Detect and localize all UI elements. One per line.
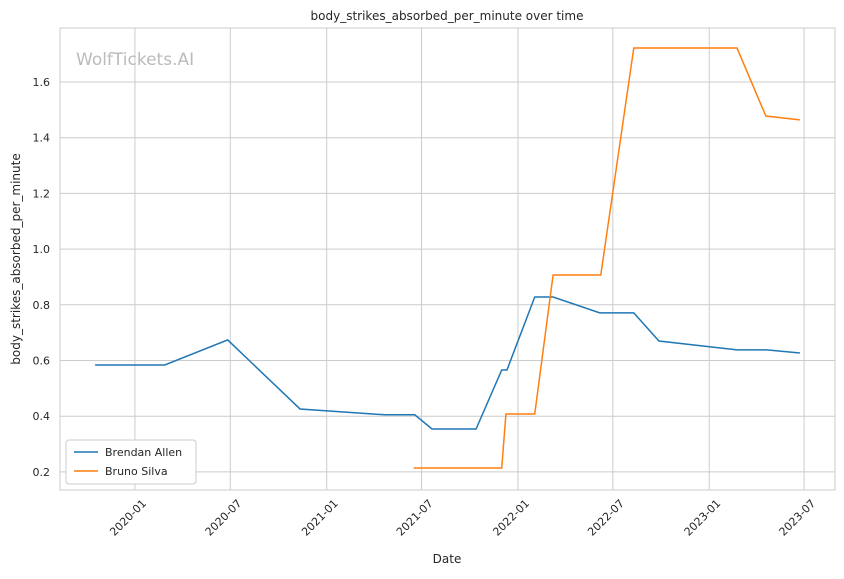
- x-tick-label: 2022-01: [490, 497, 532, 539]
- y-tick-label: 0.2: [33, 466, 51, 479]
- y-tick-label: 1.0: [33, 243, 51, 256]
- grid: [60, 28, 835, 490]
- y-tick-label: 1.6: [33, 76, 51, 89]
- x-tick-label: 2021-07: [394, 497, 436, 539]
- series-line-bruno-silva: [413, 47, 800, 469]
- plot-area: [59, 27, 836, 491]
- y-tick-label: 0.6: [33, 355, 51, 368]
- y-tick-label: 0.8: [33, 299, 51, 312]
- y-axis-label: body_strikes_absorbed_per_minute: [9, 153, 23, 364]
- chart-title: body_strikes_absorbed_per_minute over ti…: [311, 9, 584, 23]
- x-tick-label: 2020-01: [107, 497, 149, 539]
- watermark: WolfTickets.AI: [76, 50, 194, 70]
- y-tick-label: 1.2: [33, 187, 51, 200]
- x-axis-label: Date: [433, 552, 462, 566]
- legend-label-brendan-allen: Brendan Allen: [105, 446, 182, 459]
- y-tick-label: 0.4: [33, 410, 51, 423]
- y-tick-label: 1.4: [33, 132, 51, 145]
- legend-label-bruno-silva: Bruno Silva: [105, 465, 168, 478]
- series-line-brendan-allen: [95, 296, 800, 430]
- legend: Brendan Allen Bruno Silva: [65, 439, 197, 485]
- series-lines: [95, 47, 800, 469]
- x-tick-label: 2023-01: [682, 497, 724, 539]
- x-tick-label: 2020-07: [203, 497, 245, 539]
- x-tick-label: 2022-07: [585, 497, 627, 539]
- x-tick-label: 2023-07: [777, 497, 819, 539]
- x-tick-label: 2021-01: [299, 497, 341, 539]
